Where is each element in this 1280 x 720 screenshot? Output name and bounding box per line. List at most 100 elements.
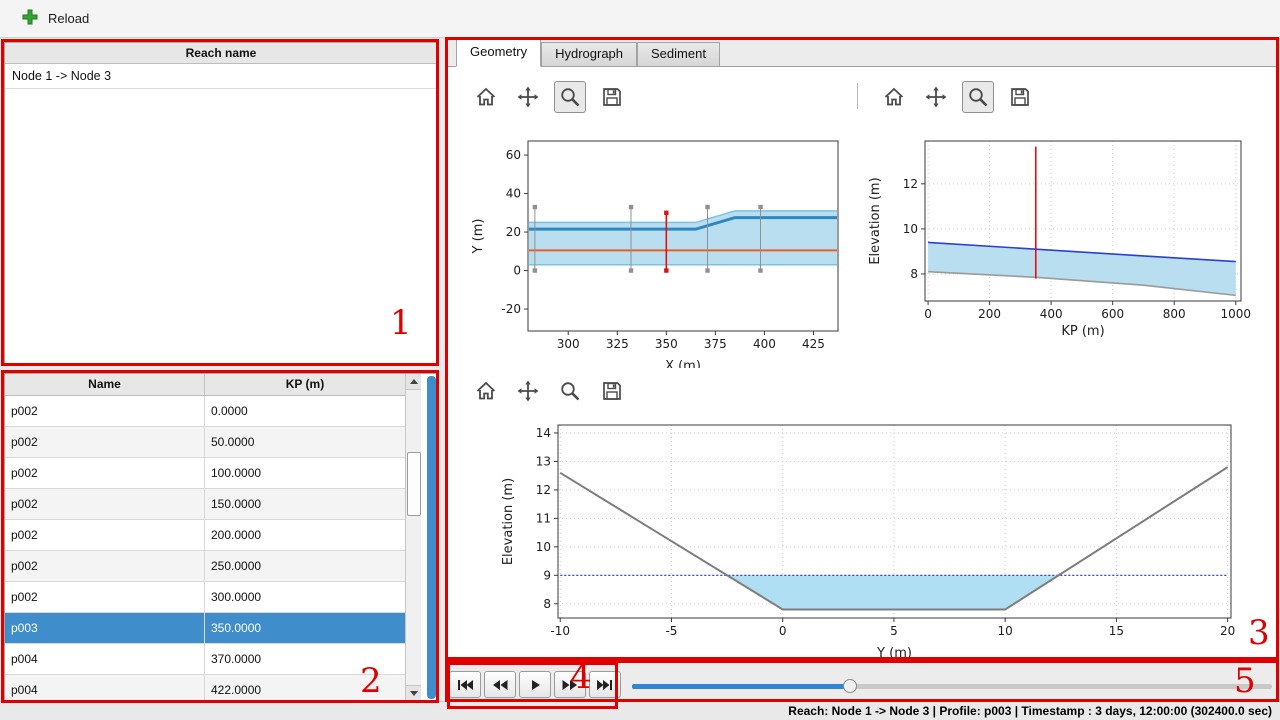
reload-icon — [22, 9, 38, 28]
slider-fill — [632, 684, 850, 689]
svg-text:8: 8 — [910, 267, 918, 281]
save-icon[interactable] — [596, 375, 628, 407]
table-row[interactable]: p002 300.0000 — [5, 582, 405, 613]
slider-handle[interactable] — [842, 679, 857, 693]
svg-text:-5: -5 — [665, 624, 677, 638]
profile-table-panel: Name KP (m) p002 0.0000 p002 50.0000 p002 100… — [4, 373, 439, 702]
zoom-icon[interactable] — [962, 81, 994, 113]
cell-name: p002 — [5, 551, 205, 581]
plan-view-chart[interactable]: 300 325 350 375 400 425 -20 0 20 40 60 X (m) Y (m) — [458, 129, 848, 368]
cell-name: p003 — [5, 613, 205, 643]
cell-kp: 100.0000 — [211, 466, 262, 480]
profile-table-body: p002 0.0000 p002 50.0000 p002 100.0000 p002 150… — [5, 396, 405, 701]
outer-scrollbar[interactable] — [427, 376, 436, 699]
home-icon[interactable] — [878, 81, 910, 113]
column-header-kp[interactable]: KP (m) — [285, 377, 325, 391]
step-forward-button[interactable] — [554, 671, 586, 698]
svg-text:9: 9 — [543, 568, 551, 582]
reach-list-item[interactable]: Node 1 -> Node 3 — [5, 64, 437, 89]
svg-text:Elevation (m): Elevation (m) — [868, 177, 883, 264]
svg-text:Y (m): Y (m) — [876, 646, 912, 659]
toolbar-separator — [857, 83, 858, 109]
tab-geometry[interactable]: Geometry — [456, 39, 542, 67]
table-row[interactable]: p004 370.0000 — [5, 644, 405, 675]
svg-text:8: 8 — [543, 597, 551, 611]
cross-section-chart[interactable]: -10 -5 0 5 10 15 20 8 9 10 11 12 13 14 Y (m) Elevation … — [470, 413, 1245, 659]
reach-list-panel: Reach name Node 1 -> Node 3 — [4, 42, 438, 364]
column-header-name[interactable]: Name — [5, 374, 205, 395]
svg-text:200: 200 — [978, 307, 1001, 321]
svg-text:600: 600 — [1101, 307, 1124, 321]
table-row[interactable]: p002 0.0000 — [5, 396, 405, 427]
svg-text:400: 400 — [753, 337, 776, 351]
reach-list: Node 1 -> Node 3 — [5, 64, 437, 89]
scroll-down-button[interactable] — [406, 685, 421, 701]
cell-kp: 350.0000 — [211, 621, 262, 635]
reload-label: Reload — [48, 10, 90, 26]
svg-text:1000: 1000 — [1220, 307, 1251, 321]
arrow-down-icon — [409, 691, 418, 696]
play-button[interactable] — [519, 671, 551, 698]
svg-text:0: 0 — [924, 307, 932, 321]
slider-track[interactable] — [632, 684, 1272, 689]
table-row[interactable]: p002 150.0000 — [5, 489, 405, 520]
cell-name: p002 — [5, 520, 205, 550]
long-profile-chart[interactable]: 0 200 400 600 800 1000 8 10 12 KP (m) Elevation (m… — [863, 129, 1253, 341]
main-toolbar: Reload — [0, 0, 1280, 38]
cell-kp: 0.0000 — [211, 404, 248, 418]
svg-text:13: 13 — [536, 454, 551, 468]
cell-name: p004 — [5, 644, 205, 674]
zoom-icon[interactable] — [554, 375, 586, 407]
tab-hydrograph[interactable]: Hydrograph — [541, 42, 638, 67]
tab-bar: Geometry Hydrograph Sediment — [456, 39, 720, 67]
top-charts-area: 300 325 350 375 400 425 -20 0 20 40 60 X (m) Y (m) 0… — [446, 129, 1278, 368]
svg-text:20: 20 — [506, 225, 521, 239]
status-text: Reach: Node 1 -> Node 3 | Profile: p003 … — [788, 704, 1272, 718]
svg-text:300: 300 — [557, 337, 580, 351]
cell-name: p002 — [5, 427, 205, 457]
tab-sediment[interactable]: Sediment — [637, 42, 720, 67]
cell-kp: 50.0000 — [211, 435, 255, 449]
reload-button[interactable]: Reload — [14, 5, 97, 31]
pan-icon[interactable] — [512, 81, 544, 113]
cell-kp: 300.0000 — [211, 590, 262, 604]
step-back-button[interactable] — [484, 671, 516, 698]
svg-text:0: 0 — [513, 264, 521, 278]
svg-text:-20: -20 — [501, 302, 521, 316]
zoom-icon[interactable] — [554, 81, 586, 113]
reach-list-header: Reach name — [5, 43, 437, 64]
svg-text:14: 14 — [536, 426, 551, 440]
pan-icon[interactable] — [920, 81, 952, 113]
svg-text:12: 12 — [536, 483, 551, 497]
skip-to-start-button[interactable] — [449, 671, 481, 698]
cell-kp: 250.0000 — [211, 559, 262, 573]
table-row[interactable]: p002 200.0000 — [5, 520, 405, 551]
svg-text:12: 12 — [903, 177, 918, 191]
cross-section-toolbar — [470, 375, 628, 407]
svg-text:0: 0 — [779, 624, 787, 638]
table-row[interactable]: p002 250.0000 — [5, 551, 405, 582]
profile-table-scrollbar[interactable] — [405, 374, 421, 701]
save-icon[interactable] — [596, 81, 628, 113]
home-icon[interactable] — [470, 81, 502, 113]
scroll-up-button[interactable] — [406, 374, 421, 390]
svg-text:40: 40 — [506, 187, 521, 201]
skip-to-end-button[interactable] — [589, 671, 621, 698]
scrollbar-thumb[interactable] — [407, 452, 421, 516]
save-icon[interactable] — [1004, 81, 1036, 113]
table-row[interactable]: p002 50.0000 — [5, 427, 405, 458]
svg-text:KP (m): KP (m) — [1061, 324, 1104, 339]
svg-text:X (m): X (m) — [665, 359, 701, 368]
cell-name: p002 — [5, 489, 205, 519]
svg-text:60: 60 — [506, 148, 521, 162]
table-row[interactable]: p003 350.0000 — [5, 613, 405, 644]
cell-kp: 370.0000 — [211, 652, 262, 666]
table-row[interactable]: p002 100.0000 — [5, 458, 405, 489]
svg-text:10: 10 — [903, 222, 918, 236]
svg-text:375: 375 — [704, 337, 727, 351]
home-icon[interactable] — [470, 375, 502, 407]
pan-icon[interactable] — [512, 375, 544, 407]
table-row[interactable]: p004 422.0000 — [5, 675, 405, 701]
time-slider[interactable] — [632, 678, 1272, 694]
